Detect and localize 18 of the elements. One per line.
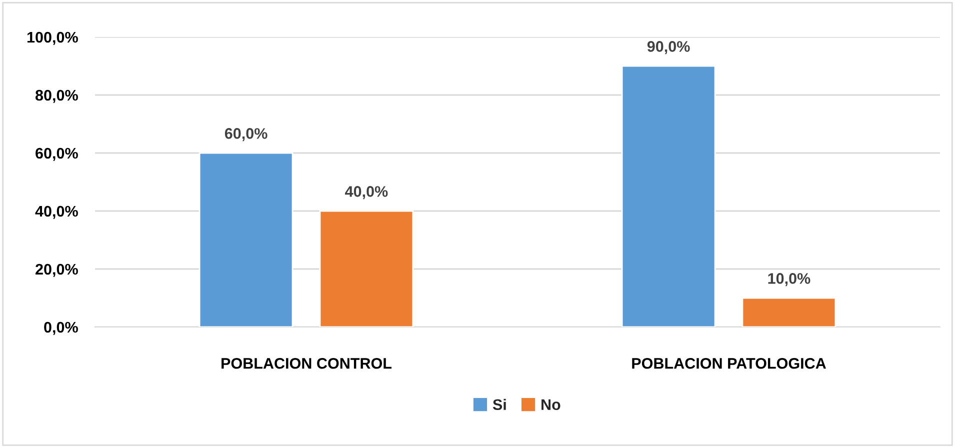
bar bbox=[319, 210, 414, 327]
legend-label: Si bbox=[492, 398, 506, 410]
bar bbox=[621, 65, 716, 327]
bar bbox=[742, 297, 836, 327]
data-label: 90,0% bbox=[647, 41, 690, 54]
data-label: 60,0% bbox=[224, 128, 268, 142]
x-tick-label: POBLACION PATOLOGICA bbox=[632, 358, 826, 369]
x-tick-label: POBLACION CONTROL bbox=[222, 358, 392, 369]
y-tick-label: 60,0% bbox=[36, 148, 78, 161]
y-tick-label: 40,0% bbox=[35, 206, 78, 219]
y-tick-label: 80,0% bbox=[36, 90, 78, 103]
bar bbox=[198, 152, 294, 327]
data-label: 40,0% bbox=[345, 186, 388, 200]
y-tick-label: 0,0% bbox=[44, 322, 78, 335]
data-label: 10,0% bbox=[768, 273, 810, 286]
y-tick-label: 20,0% bbox=[36, 264, 78, 277]
y-tick-label: 100,0% bbox=[27, 32, 78, 45]
legend-label: No bbox=[542, 399, 560, 410]
